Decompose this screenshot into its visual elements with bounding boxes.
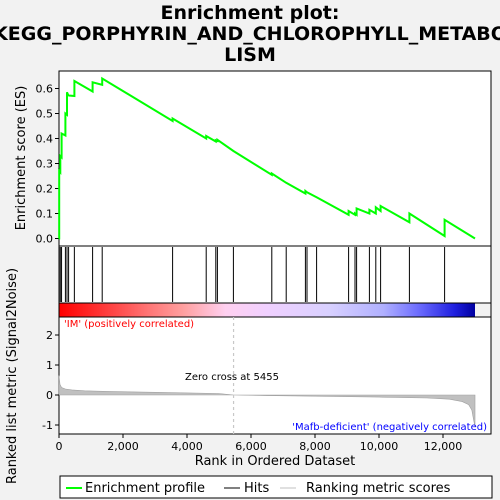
x-tick-label: 2,000 [107,440,139,453]
metric-y-tick-label: 0 [46,389,53,402]
ranking-metric-area [58,375,476,427]
legend-hits: Hits [244,481,269,496]
es-y-ticks: 0.0 0.1 0.2 0.3 0.4 0.5 0.6 [36,83,59,246]
es-y-axis-label: Enrichment score (ES) [14,86,29,231]
x-ticks: 0 2,000 4,000 6,000 8,000 10,000 12,000 [56,434,463,453]
metric-y-tick-label: 1 [46,359,53,372]
x-tick-label: 8,000 [299,440,331,453]
metric-panel [58,316,492,435]
es-y-tick-label: 0.0 [36,233,54,246]
legend-enrichment-profile: Enrichment profile [85,481,205,496]
positive-correlation-label: 'IM' (positively correlated) [64,319,194,330]
x-tick-label: 6,000 [235,440,267,453]
legend-ranking-metric: Ranking metric scores [306,481,451,496]
es-y-tick-label: 0.2 [36,183,54,196]
es-y-tick-label: 0.3 [36,158,54,171]
x-tick-label: 4,000 [171,440,203,453]
x-axis-label: Rank in Ordered Dataset [195,454,356,469]
x-tick-label: 12,000 [424,440,463,453]
es-y-tick-label: 0.6 [36,83,54,96]
es-profile-line [58,76,476,240]
es-y-tick-label: 0.1 [36,208,54,221]
x-tick-label: 0 [56,440,63,453]
es-y-tick-label: 0.4 [36,133,54,146]
metric-y-ticks: -1 0 1 2 [42,329,59,432]
metric-y-tick-label: -1 [42,419,53,432]
hit-markers [58,247,446,302]
negative-correlation-label: 'Mafb-deficient' (negatively correlated) [292,422,487,433]
x-tick-label: 10,000 [360,440,399,453]
es-y-tick-label: 0.5 [36,108,54,121]
title-line-1: Enrichment plot: [161,2,340,24]
es-panel [58,70,492,247]
rank-color-bar [59,303,475,317]
metric-y-axis-label: Ranked list metric (Signal2Noise) [5,268,20,484]
hits-panel [58,245,492,304]
metric-y-tick-label: 2 [46,329,53,342]
zero-cross-label: Zero cross at 5455 [185,372,279,383]
title-line-3: LISM [224,44,276,66]
title-line-2: KEGG_PORPHYRIN_AND_CHLOROPHYLL_METABO [0,23,500,45]
legend [59,475,493,499]
